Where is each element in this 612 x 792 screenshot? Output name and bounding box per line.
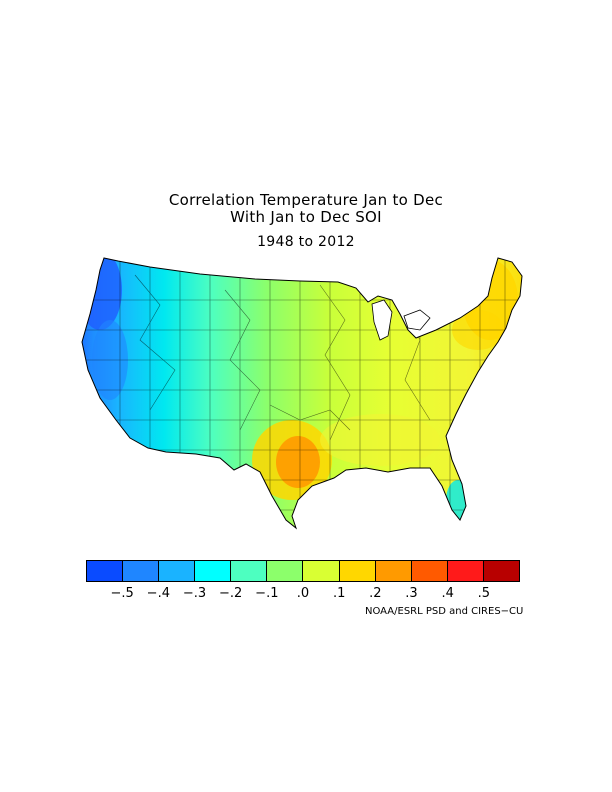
- us-outline: [81, 257, 523, 530]
- color-legend: [86, 560, 520, 582]
- legend-label: −.2: [219, 586, 243, 601]
- legend-swatch: [303, 561, 340, 581]
- legend-swatch: [375, 561, 412, 581]
- legend-swatch: [123, 561, 160, 581]
- map-fill: [82, 258, 522, 528]
- legend-swatch: [87, 561, 124, 581]
- lake-michigan: [371, 299, 393, 341]
- legend-swatch: [339, 561, 376, 581]
- title-line-1: Correlation Temperature Jan to Dec: [168, 191, 444, 209]
- legend-swatch: [195, 561, 232, 581]
- legend-label: −.5: [110, 586, 134, 601]
- lake-huron-erie: [403, 309, 431, 331]
- period-label: 1948 to 2012: [257, 234, 355, 250]
- legend-swatch: [231, 561, 268, 581]
- legend-swatch: [411, 561, 448, 581]
- legend-label: −.3: [182, 586, 207, 601]
- legend-label: .3: [405, 586, 418, 601]
- legend-label: .1: [332, 586, 346, 601]
- title-line-2: With Jan to Dec SOI: [230, 208, 382, 226]
- legend-swatch: [447, 561, 484, 581]
- legend-label: .0: [296, 586, 310, 601]
- legend-swatch: [483, 561, 519, 581]
- legend-swatch: [267, 561, 304, 581]
- legend-label: .2: [369, 586, 382, 601]
- legend-label: .4: [441, 586, 454, 601]
- legend-labels: −.5 −.4 −.3 −.2 −.1 .0 .1 .2 .3 .4 .5: [86, 586, 520, 602]
- legend-label: −.1: [255, 586, 279, 601]
- credit-text: NOAA/ESRL PSD and CIRES−CU: [365, 606, 524, 617]
- legend-swatch: [159, 561, 196, 581]
- legend-label: .5: [477, 586, 491, 601]
- legend-label: −.4: [146, 586, 170, 601]
- title-block: Correlation Temperature Jan to Dec With …: [0, 192, 612, 251]
